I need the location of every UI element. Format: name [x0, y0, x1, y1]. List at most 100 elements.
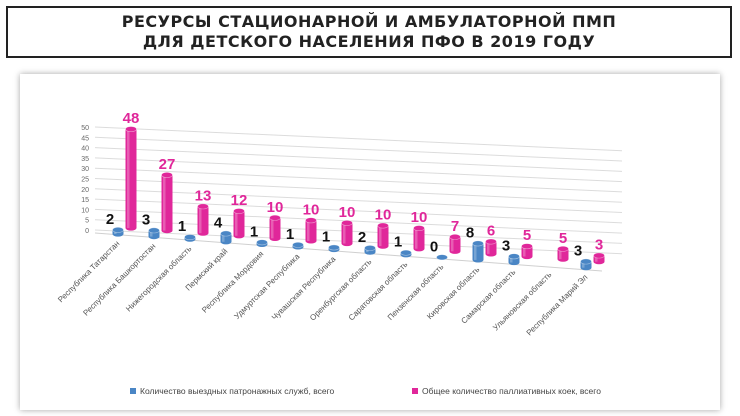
y-tick-label: 15 [81, 197, 89, 204]
title-line-1: РЕСУРСЫ СТАЦИОНАРНОЙ И АМБУЛАТОРНОЙ ПМП [121, 12, 617, 31]
bar-series-1 [125, 126, 137, 231]
data-label: 1 [286, 226, 294, 243]
bar-body [161, 174, 173, 231]
legend-label: Общее количество паллиативных коек, всег… [422, 386, 601, 396]
bar-body [593, 255, 605, 262]
bar-highlight [582, 261, 585, 268]
y-tick-label: 40 [81, 146, 89, 153]
bar-series-1 [233, 208, 245, 239]
bar-body [580, 261, 592, 268]
bar-series-1 [377, 222, 389, 249]
bar-series-1 [521, 243, 533, 260]
bar-bottom [449, 248, 461, 254]
bar-top [377, 222, 389, 229]
data-label: 4 [214, 215, 223, 232]
data-label: 8 [466, 224, 474, 241]
y-tick-label: 25 [81, 177, 89, 184]
data-label: 10 [267, 199, 284, 216]
bar-highlight [127, 129, 130, 228]
bar-series-1 [413, 225, 425, 252]
bar-top [184, 234, 196, 241]
bar-top [220, 230, 232, 237]
data-label: 2 [358, 229, 366, 246]
data-label: 5 [559, 230, 567, 247]
bar-bottom [112, 231, 124, 237]
bar-highlight [235, 211, 238, 236]
bar-body [521, 246, 533, 257]
bar-series-0 [580, 258, 592, 271]
data-label: 10 [339, 204, 356, 221]
page-title: РЕСУРСЫ СТАЦИОНАРНОЙ И АМБУЛАТОРНОЙ ПМП … [6, 6, 732, 58]
bar-highlight [271, 217, 274, 239]
bar-series-0 [328, 244, 340, 253]
data-label: 13 [195, 187, 212, 204]
bar-top [305, 217, 317, 224]
data-label: 5 [523, 227, 531, 244]
bar-bottom [233, 233, 245, 239]
bar-body [557, 248, 569, 260]
data-label: 1 [322, 228, 330, 245]
bar-series-1 [161, 172, 173, 234]
bar-highlight [559, 248, 562, 260]
bar-bottom [377, 243, 389, 249]
bar-top [341, 220, 353, 226]
data-label: 1 [178, 218, 186, 235]
bar-series-0 [472, 240, 484, 263]
legend-swatch [130, 388, 136, 394]
bar-body [508, 256, 520, 263]
bar-bottom [557, 256, 569, 262]
bar-top [197, 203, 209, 210]
gridline [94, 198, 623, 224]
bar-body [220, 233, 232, 242]
bar-highlight [415, 228, 418, 249]
y-tick-label: 0 [85, 228, 89, 235]
bar-highlight [487, 241, 490, 254]
bar-bottom [341, 240, 353, 247]
bar-top [112, 226, 124, 233]
bar-series-0 [256, 239, 268, 247]
bar-highlight [199, 206, 202, 234]
gridline [94, 229, 623, 255]
gridline [94, 208, 623, 234]
bar-series-1 [485, 238, 497, 257]
bar-top [292, 241, 304, 248]
bar-bottom [220, 239, 232, 245]
bar-series-1 [593, 252, 605, 265]
x-tick-label: Нижегородская область [124, 244, 193, 313]
data-label: 2 [106, 211, 114, 228]
bar-top [436, 254, 448, 261]
bar-bottom [364, 249, 376, 255]
bar-top [256, 239, 268, 246]
x-tick-label: Республика Татарстан [56, 239, 121, 304]
bar-series-0 [508, 253, 520, 266]
bar-series-1 [449, 234, 461, 254]
bar-top [521, 243, 533, 250]
data-label: 3 [574, 243, 582, 260]
data-label: 10 [375, 207, 392, 224]
bar-series-0 [148, 227, 160, 240]
bar-bottom [413, 246, 425, 252]
bar-highlight [222, 233, 225, 242]
y-tick-label: 30 [81, 166, 89, 173]
y-tick-label: 45 [81, 135, 89, 142]
bar-series-0 [436, 254, 448, 261]
bar-bottom [521, 253, 533, 260]
y-tick-label: 50 [81, 125, 89, 132]
bar-body [413, 228, 425, 249]
bar-bottom [593, 259, 605, 265]
gridline [94, 147, 623, 172]
bar-bottom [125, 225, 137, 231]
x-tick-label: Республика Башкортостан [81, 242, 157, 318]
bar-highlight [307, 220, 310, 241]
bar-series-0 [220, 230, 232, 245]
bar-series-0 [364, 245, 376, 255]
gridline [94, 178, 623, 203]
bar-series-1 [341, 220, 353, 247]
bar-top [148, 227, 160, 234]
data-label: 12 [231, 192, 248, 209]
bar-body [377, 225, 389, 247]
bar-highlight [379, 225, 382, 247]
title-line-2: ДЛЯ ДЕТСКОГО НАСЕЛЕНИЯ ПФО В 2019 ГОДУ [142, 32, 596, 51]
data-label: 10 [303, 201, 320, 218]
